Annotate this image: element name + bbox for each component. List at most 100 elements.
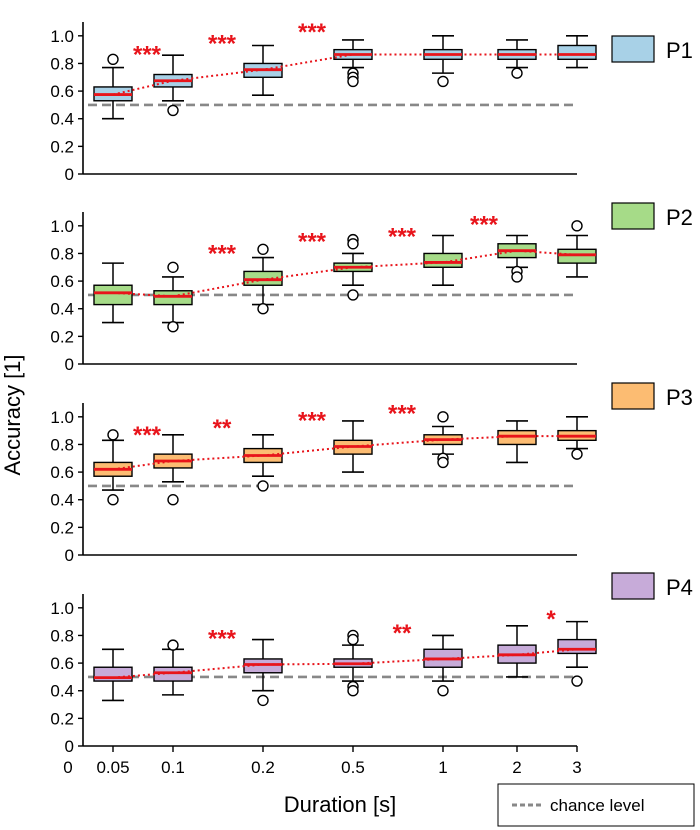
y-tick-label: 0 [65,165,74,184]
iqr-box [93,284,133,306]
significance-marker: ** [213,415,232,442]
box-0.2 [243,44,283,97]
outlier-point [437,456,449,469]
x-tick-label: 0.05 [96,758,129,777]
box-0.1 [153,261,193,333]
significance-marker: *** [133,422,162,449]
outlier-point [511,67,523,79]
box-0.05 [93,648,133,702]
legend-label: P2 [666,205,693,230]
y-tick-label: 0.8 [50,626,74,645]
box-0.2 [243,638,283,707]
y-tick-label: 0.6 [50,463,74,482]
panels-group: 00.20.40.60.81.0*** *** ***P100.20.40.60.8… [50,19,693,756]
legend-label: P4 [666,575,693,600]
box-3 [557,35,597,69]
panel-p1: 0 0.2 0.4 0.6 0.8 1.0 *** *** *** P1 [50,19,693,184]
outlier-point [347,685,359,697]
outlier-point [347,633,359,646]
median-trend-line [112,53,577,96]
y-tick-label: 0.2 [50,518,74,537]
outlier-point [437,685,449,697]
box-0.05 [93,429,133,506]
outlier-point [167,320,179,333]
y-tick-label: 0.6 [50,654,74,673]
significance-marker: *** [388,401,417,428]
y-tick-label: 0 [65,546,74,565]
significance-marker: *** [388,223,417,250]
y-tick-label: 0.8 [50,244,74,263]
y-tick-label: 1.0 [50,408,74,427]
significance-marker: *** [298,19,327,46]
box-2 [497,624,537,678]
outlier-point [167,639,179,651]
box-0.5 [333,39,373,88]
significance-marker: *** [208,241,237,268]
significance-marker: *** [470,212,499,239]
significance-marker: * [546,606,556,633]
outlier-point [437,411,449,423]
legend-p3: P3 [611,382,693,410]
significance-marker: *** [298,408,327,435]
y-tick-label: 0.4 [50,110,74,129]
outlier-point [257,303,269,315]
x-axis: 0 0.05 0.1 0.2 0.5 1 2 3 [63,746,582,777]
box-2 [497,420,537,464]
outlier-point [347,75,359,88]
y-tick-label: 0.4 [50,491,74,510]
box-0.1 [153,639,193,696]
panel-p2: 0 0.2 0.4 0.6 0.8 1.0 *** *** *** *** P2 [50,202,693,374]
legend-label: P3 [666,385,693,410]
x-tick-label: 0.5 [341,758,365,777]
box-0.5 [333,420,373,473]
outlier-point [167,104,179,117]
outlier-point [437,75,449,88]
legend-swatch [611,202,655,230]
x-tick-label: 0.2 [251,758,275,777]
median-trend-line [112,648,578,679]
significance-marker: ** [393,620,412,647]
y-tick-label: 0.4 [50,682,74,701]
legend-p1: P1 [611,35,693,63]
box-2 [497,39,537,79]
outlier-point [347,238,359,250]
outlier-point [167,261,179,273]
box-3 [557,620,597,687]
y-tick-label: 0.6 [50,272,74,291]
y-tick-label: 0.6 [50,82,74,101]
box-2 [497,234,537,283]
outlier-point [571,220,583,232]
box-3 [557,220,597,278]
box-3 [557,416,597,460]
panel-p3: 00.20.40.60.81.0*** ** *** ***P3 [50,382,693,565]
chance-legend: chance level [497,783,695,827]
y-tick-label: 0 [65,355,74,374]
outlier-point [347,289,359,301]
y-tick-label: 0.4 [50,300,74,319]
box-1 [423,234,463,287]
x-tick-label: 2 [512,758,521,777]
outlier-point [107,494,119,506]
outlier-point [257,480,269,492]
y-tick-label: 0.2 [50,137,74,156]
significance-marker: *** [208,625,237,652]
outlier-point [107,53,119,66]
y-tick-label: 0 [65,737,74,756]
outlier-point [511,271,523,283]
significance-marker: *** [133,42,162,69]
chance-legend-label: chance level [550,796,645,815]
median-trend-line [112,435,577,471]
legend-swatch [611,382,655,410]
significance-marker: *** [208,31,237,58]
y-tick-label: 1.0 [50,599,74,618]
median-trend-line [112,249,578,298]
y-tick-label: 0.8 [50,54,74,73]
x-tick-label: 1 [438,758,447,777]
y-tick-label: 1.0 [50,217,74,236]
panel-p4: 00.20.40.60.81.0*** ***P4 [50,572,693,756]
y-tick-label: 1.0 [50,27,74,46]
legend-label: P1 [666,38,693,63]
y-tick-label: 0.8 [50,435,74,454]
legend-p4: P4 [611,572,693,600]
